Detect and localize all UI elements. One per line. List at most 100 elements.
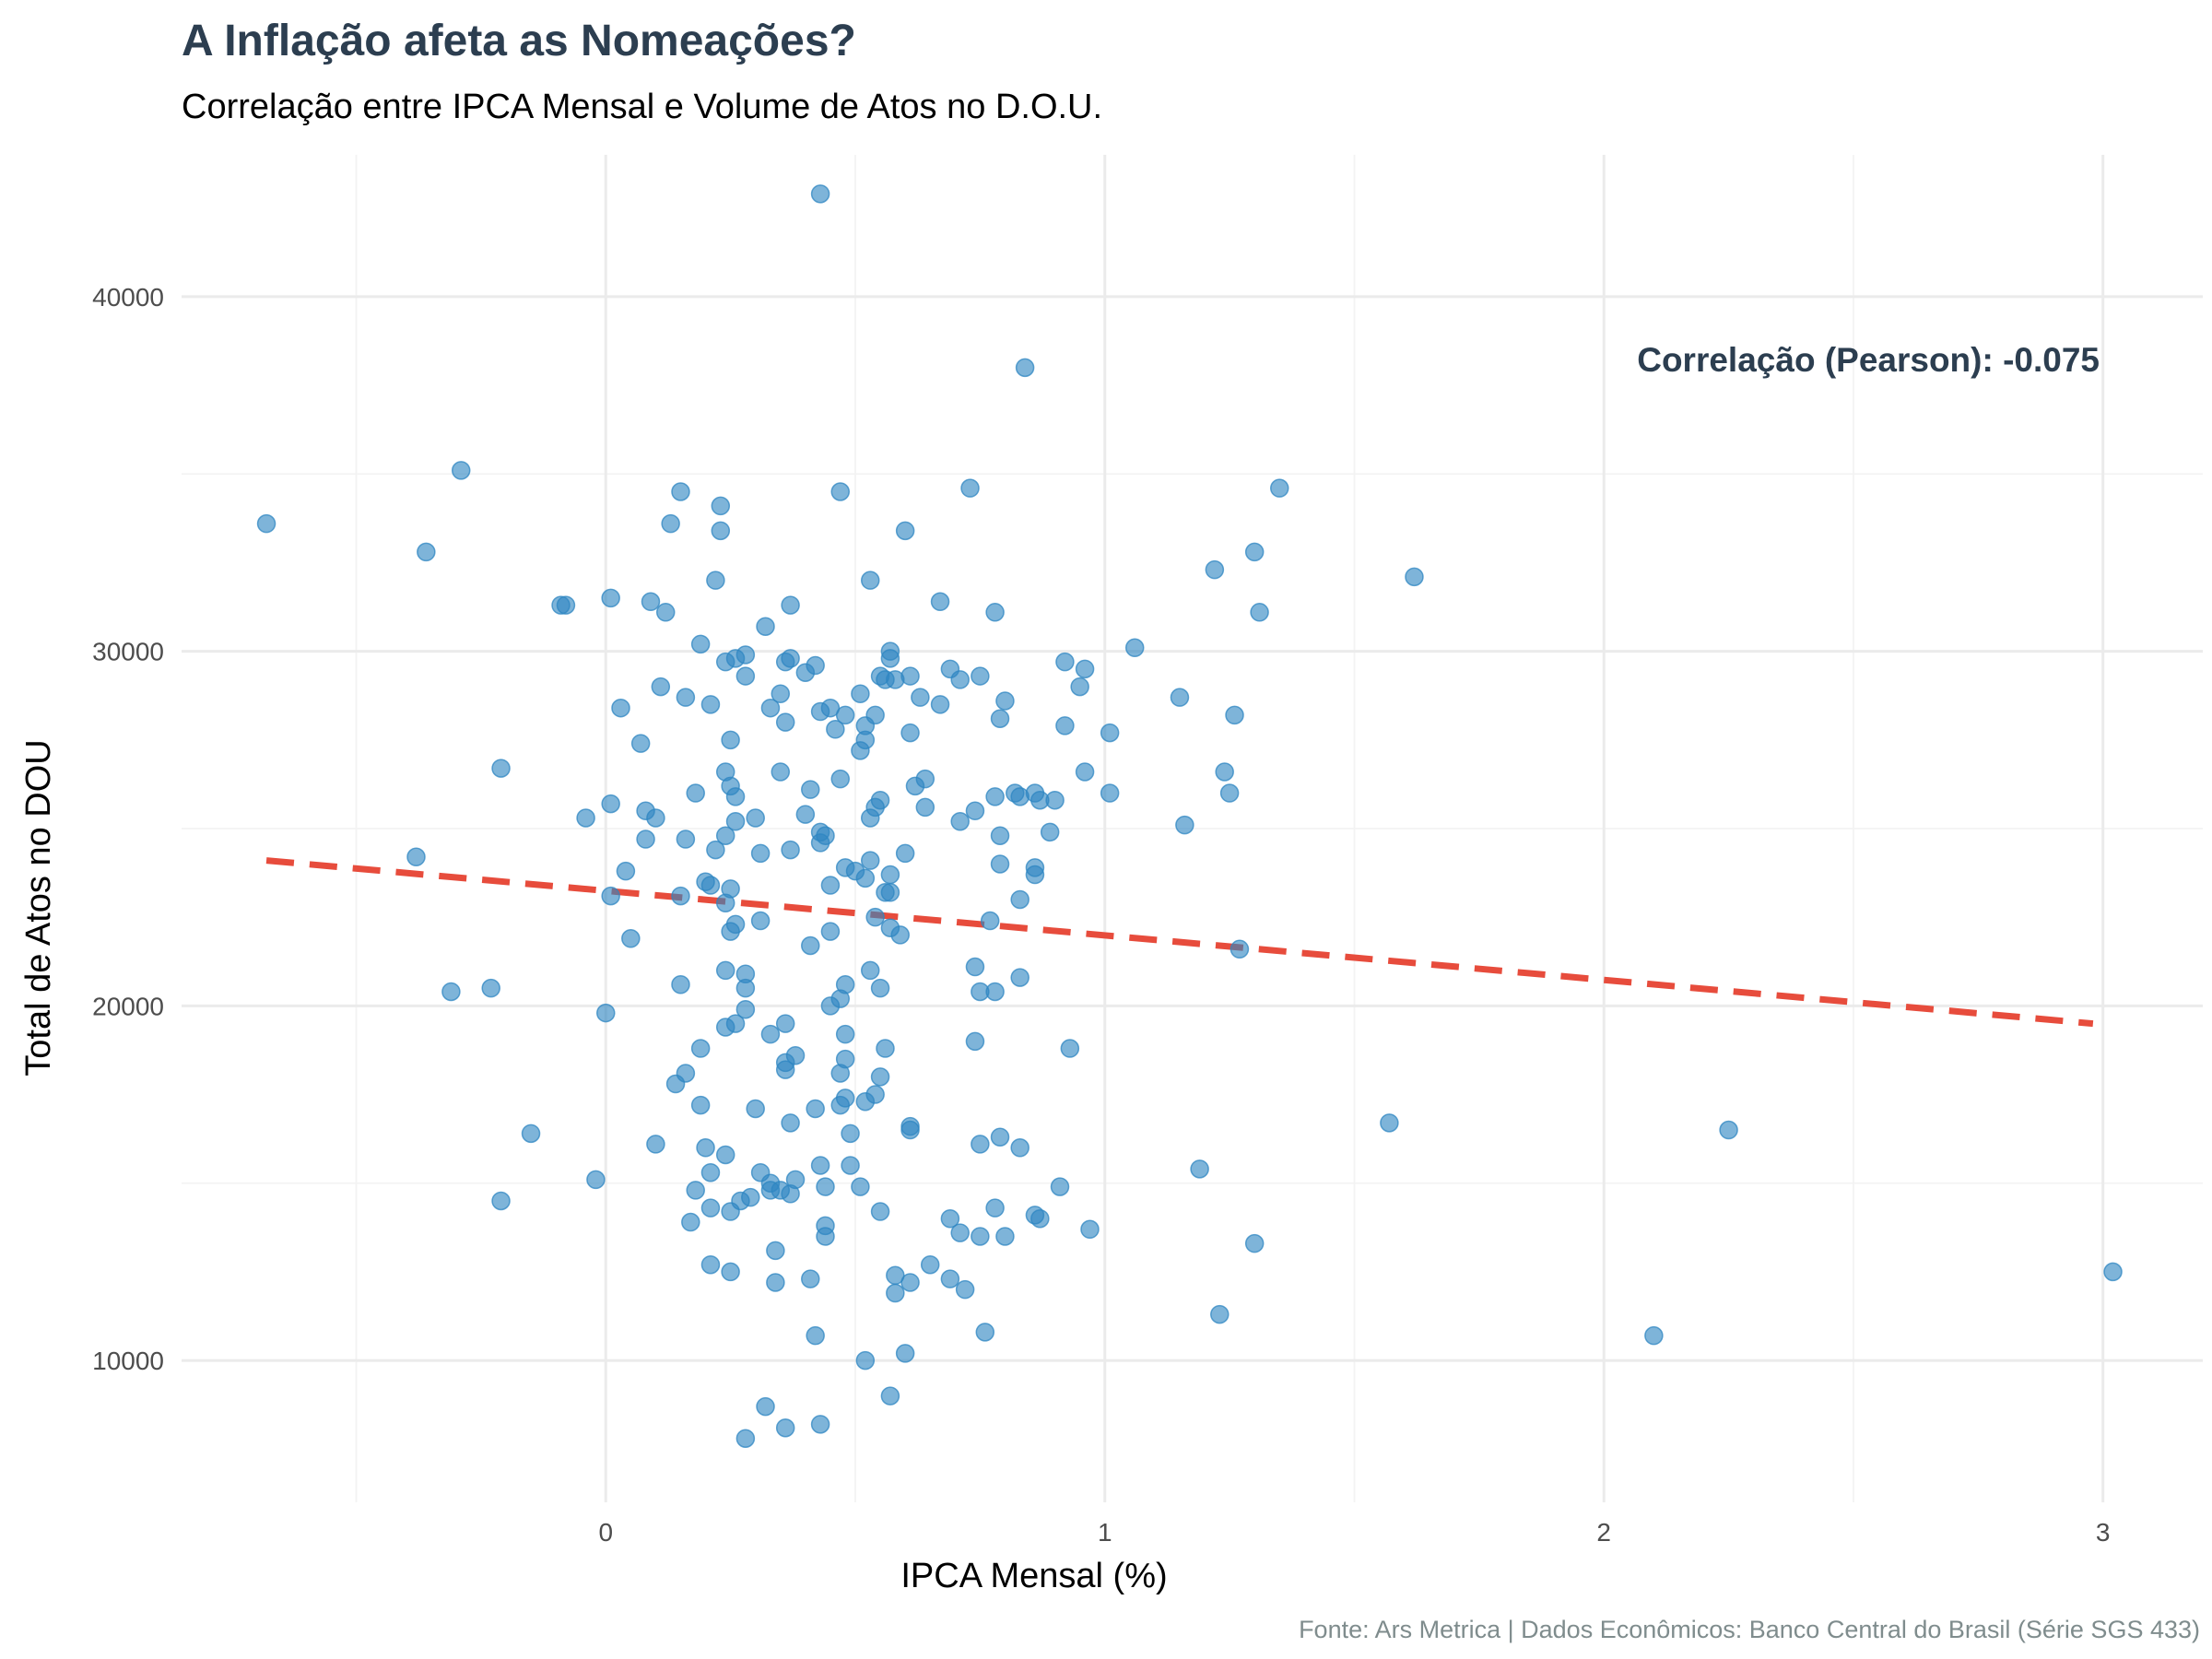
- data-point: [1010, 1138, 1030, 1158]
- data-point: [671, 886, 690, 906]
- data-point: [671, 482, 690, 501]
- data-points: [256, 184, 2123, 1448]
- data-point: [851, 684, 870, 704]
- data-point: [676, 1064, 696, 1083]
- data-point: [820, 876, 841, 895]
- x-tick-label: 0: [598, 1518, 613, 1547]
- data-point: [990, 1127, 1010, 1147]
- data-point: [406, 847, 426, 867]
- data-point: [835, 1049, 855, 1069]
- data-point: [721, 730, 740, 750]
- data-point: [775, 1418, 795, 1438]
- data-point: [690, 634, 711, 654]
- data-point: [700, 1254, 721, 1275]
- data-point: [766, 1273, 785, 1292]
- data-point: [1719, 1120, 1738, 1140]
- data-point: [990, 854, 1010, 874]
- data-point: [990, 709, 1010, 728]
- data-point: [860, 851, 880, 870]
- data-point: [746, 1099, 765, 1119]
- data-point: [676, 688, 696, 707]
- data-point: [900, 1120, 920, 1140]
- data-point: [1244, 542, 1265, 562]
- data-point: [1055, 652, 1075, 672]
- data-point: [835, 1088, 855, 1108]
- data-point: [1225, 705, 1244, 725]
- data-point: [725, 914, 746, 935]
- data-point: [690, 1039, 711, 1058]
- data-point: [781, 649, 800, 668]
- data-point: [2103, 1262, 2123, 1282]
- data-point: [810, 1415, 830, 1434]
- data-point: [706, 571, 725, 590]
- data-point: [870, 790, 890, 810]
- data-point: [865, 907, 885, 927]
- data-point: [851, 1177, 870, 1196]
- data-point: [820, 922, 841, 941]
- data-point: [911, 688, 930, 707]
- data-point: [1080, 1219, 1100, 1240]
- data-point: [715, 826, 735, 845]
- data-point: [1075, 762, 1095, 782]
- y-tick-label: 10000: [92, 1347, 164, 1375]
- data-point: [686, 783, 705, 803]
- data-point: [775, 1014, 795, 1033]
- data-point: [741, 1187, 760, 1207]
- trend-line: [265, 857, 2094, 1028]
- data-point: [990, 826, 1010, 845]
- data-point: [816, 826, 835, 845]
- data-point: [895, 843, 915, 864]
- data-point: [1270, 478, 1289, 498]
- data-point: [1010, 968, 1030, 987]
- data-point: [810, 1156, 830, 1175]
- data-point: [1175, 815, 1194, 835]
- data-point: [930, 592, 950, 612]
- data-point: [576, 808, 595, 828]
- data-point: [676, 830, 696, 849]
- data-point: [855, 730, 876, 750]
- data-point: [1010, 889, 1030, 910]
- data-point: [630, 734, 651, 753]
- data-point: [750, 911, 771, 931]
- y-tick-label: 30000: [92, 638, 164, 666]
- data-point: [816, 1227, 835, 1246]
- data-point: [696, 1138, 715, 1158]
- data-point: [1244, 1233, 1265, 1253]
- data-point: [915, 797, 935, 818]
- data-point: [1190, 1159, 1209, 1179]
- data-point: [651, 677, 671, 697]
- data-point: [886, 1283, 905, 1303]
- data-point: [1075, 659, 1095, 679]
- data-point: [700, 876, 721, 895]
- data-point: [860, 960, 880, 981]
- x-axis-ticks: 0 1 2 3: [598, 1518, 2110, 1547]
- data-point: [880, 865, 900, 885]
- data-point: [785, 1170, 806, 1190]
- y-axis-ticks: 10000 20000 30000 40000: [92, 283, 164, 1375]
- data-point: [1045, 790, 1065, 810]
- data-point: [700, 1162, 721, 1182]
- data-point: [556, 595, 576, 615]
- data-point: [725, 1014, 746, 1033]
- data-point: [715, 960, 735, 981]
- data-point: [971, 1135, 990, 1154]
- data-point: [835, 705, 855, 725]
- data-point: [621, 929, 641, 948]
- data-point: [766, 1241, 785, 1261]
- data-point: [781, 840, 800, 860]
- data-point: [681, 1212, 700, 1232]
- data-point: [795, 805, 816, 824]
- data-point: [915, 769, 935, 789]
- data-point: [965, 957, 985, 977]
- data-point: [895, 1344, 915, 1363]
- data-point: [841, 1156, 860, 1175]
- data-point: [980, 911, 1000, 931]
- data-point: [1215, 762, 1234, 782]
- data-point: [1210, 1304, 1230, 1324]
- data-point: [1050, 1177, 1070, 1196]
- x-tick-label: 3: [2096, 1518, 2111, 1547]
- correlation-annotation: Correlação (Pearson): -0.075: [1637, 341, 2100, 379]
- data-point: [1100, 723, 1120, 743]
- data-point: [771, 684, 791, 704]
- data-point: [781, 1113, 800, 1133]
